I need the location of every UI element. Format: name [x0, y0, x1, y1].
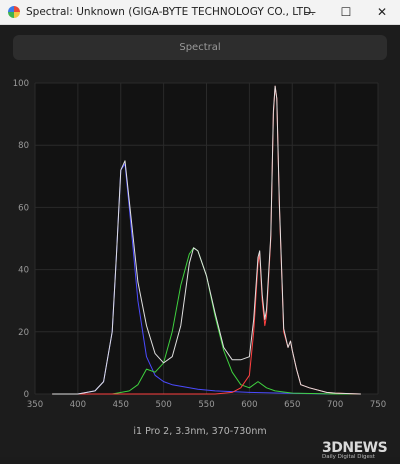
y-tick-label: 40 — [18, 266, 29, 276]
x-tick-label: 750 — [370, 400, 386, 410]
maximize-button[interactable]: ☐ — [340, 5, 352, 19]
y-tick-label: 0 — [24, 390, 29, 400]
title-bar: Spectral: Unknown (GIGA-BYTE TECHNOLOGY … — [0, 0, 400, 25]
app-color-wheel-icon — [8, 6, 20, 18]
minimize-button[interactable]: — — [304, 5, 316, 19]
watermark-logo: 3DNEWS Daily Digital Digest — [322, 440, 392, 464]
spectral-chart: 350 400 450 500 550 600 650 700 750 0 20 40 60 80 100 — [0, 67, 400, 437]
x-tick-label: 550 — [198, 400, 214, 410]
x-tick-label: 450 — [113, 400, 129, 410]
spectral-chart-svg: 350 400 450 500 550 600 650 700 750 0 20 40 60 80 100 — [13, 79, 386, 410]
y-tick-label: 60 — [18, 203, 29, 213]
series-line-3 — [52, 85, 361, 395]
x-tick-label: 400 — [70, 400, 86, 410]
x-tick-label: 650 — [284, 400, 300, 410]
close-button[interactable]: ✕ — [376, 5, 388, 19]
y-tick-label: 100 — [13, 79, 29, 89]
y-tick-label: 20 — [18, 328, 29, 338]
watermark-logo-text: 3DNEWS — [322, 440, 388, 456]
x-tick-label: 600 — [241, 400, 257, 410]
x-tick-label: 350 — [27, 400, 43, 410]
x-tick-label: 700 — [327, 400, 343, 410]
main-content: Spectral 350 400 450 500 550 600 650 700 750 0 20 4… — [0, 25, 400, 460]
window-title: Spectral: Unknown (GIGA-BYTE TECHNOLOGY … — [26, 6, 318, 18]
x-tick-label: 500 — [156, 400, 172, 410]
spectral-header-button[interactable]: Spectral — [13, 35, 387, 60]
y-tick-label: 80 — [18, 141, 29, 151]
chart-caption: i1 Pro 2, 3.3nm, 370-730nm — [133, 426, 267, 437]
